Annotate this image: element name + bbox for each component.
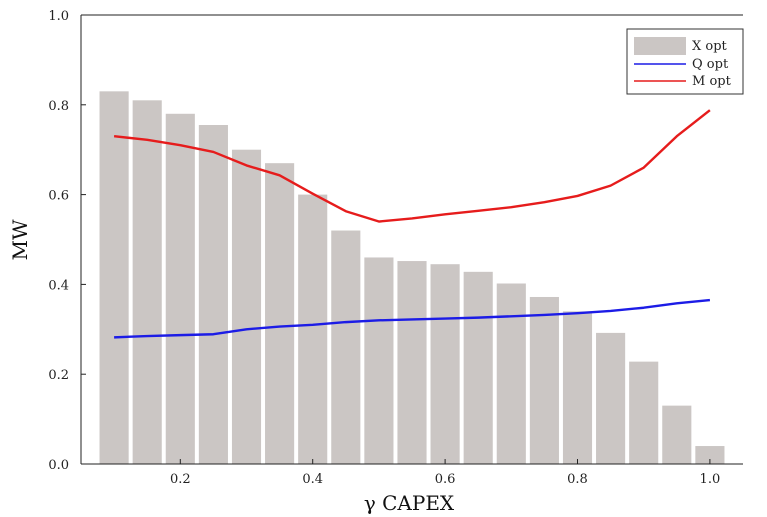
bar-x-opt [496,283,526,464]
bar-x-opt [99,91,129,464]
axes [80,14,743,465]
bar-x-opt [165,113,195,464]
bar-x-opt [662,405,692,464]
bar-x-opt [231,149,262,464]
legend-label-q-opt: Q opt [692,57,729,72]
legend-label-x-opt: X opt [692,39,728,54]
legend-label-m-opt: M opt [692,74,732,89]
bar-x-opt [298,194,328,464]
bar-x-opt [331,230,361,464]
line-series [113,109,711,339]
x-tick-label: 0.6 [435,472,456,487]
bar-x-opt [132,100,162,464]
y-tick-label: 0.8 [48,99,69,114]
bar-x-opt [529,296,559,464]
bar-x-opt [463,271,493,464]
y-tick-label: 1.0 [48,9,69,24]
ticks: 0.2 0.4 0.6 0.8 1.0 0.0 0.2 0.4 0.6 0.8 1.0 [48,9,720,487]
bar-x-opt [364,257,394,464]
line-m-opt [113,109,711,223]
y-tick-label: 0.2 [48,368,69,383]
y-tick-label: 0.6 [48,189,69,204]
y-tick-label: 0.0 [48,458,69,473]
x-tick-label: 1.0 [700,472,721,487]
bar-x-opt [397,261,427,464]
legend-swatch-x-opt [634,37,686,55]
bar-series-x-opt [99,91,725,465]
bar-x-opt [430,264,460,464]
bar-x-opt [265,163,295,465]
bar-x-opt [695,446,725,464]
y-tick-label: 0.4 [48,278,69,293]
x-axis-label: γ CAPEX [364,491,455,515]
line-q-opt [114,298,711,339]
bar-x-opt [629,361,659,464]
legend: X opt Q opt M opt [626,28,744,95]
x-tick-label: 0.2 [170,472,191,487]
bar-x-opt [198,125,228,464]
bar-x-opt [596,332,626,464]
x-tick-label: 0.8 [567,472,588,487]
x-tick-label: 0.4 [302,472,323,487]
y-axis-label: MW [8,219,32,260]
bar-x-opt [562,311,593,464]
